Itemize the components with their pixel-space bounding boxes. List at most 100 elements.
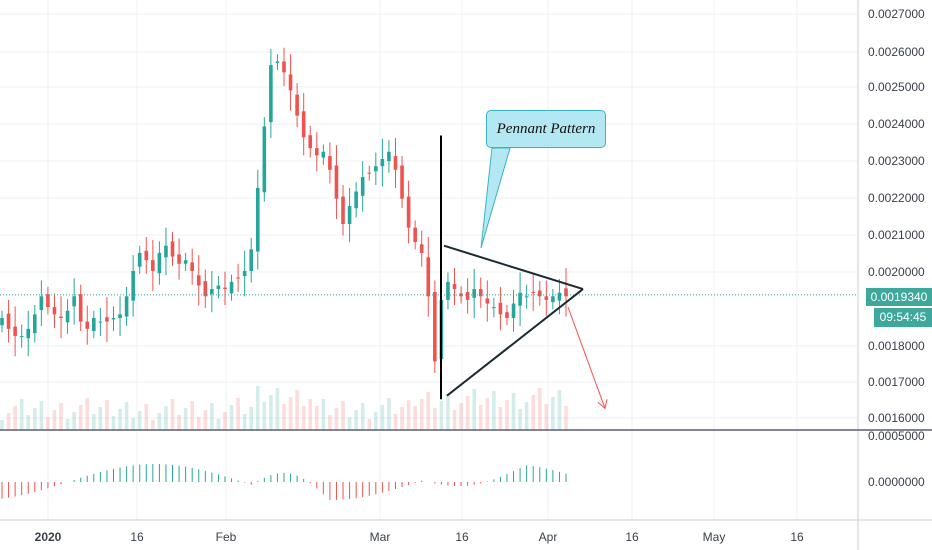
macd-bar xyxy=(296,475,298,482)
macd-bar xyxy=(99,472,101,482)
candle-body xyxy=(111,317,116,320)
candle-body xyxy=(92,317,96,331)
volume-bar xyxy=(328,415,332,430)
macd-bar xyxy=(204,470,206,482)
candle-body xyxy=(39,296,44,311)
volume-bar xyxy=(452,410,457,430)
macd-bar xyxy=(145,464,147,482)
macd-bar xyxy=(270,475,272,482)
volume-bar xyxy=(203,410,208,430)
candle-body xyxy=(400,165,404,199)
macd-bar xyxy=(473,482,475,485)
volume-bar xyxy=(354,410,358,430)
x-tick-label: 16 xyxy=(625,530,639,544)
macd-tick-label: 0.0005000 xyxy=(868,429,925,443)
candle-body xyxy=(492,307,496,309)
candle-body xyxy=(262,126,267,193)
volume-bar xyxy=(19,399,24,430)
candle-body xyxy=(210,289,214,295)
candle-body xyxy=(282,61,286,73)
macd-bar xyxy=(211,472,213,482)
volume-bar xyxy=(419,399,424,430)
macd-bar xyxy=(322,482,324,495)
volume-bar xyxy=(52,410,57,430)
candle-body xyxy=(308,135,313,149)
candle-body xyxy=(52,307,57,315)
macd-bar xyxy=(86,475,88,482)
y-tick-label: 0.0022000 xyxy=(868,191,925,205)
volume-bar xyxy=(341,401,345,430)
volume-bar xyxy=(223,412,227,430)
volume-bar xyxy=(380,405,385,430)
macd-bar xyxy=(191,467,193,482)
macd-bar xyxy=(132,465,134,482)
volume-bar xyxy=(39,401,44,430)
macd-bar xyxy=(224,476,226,482)
macd-bar xyxy=(440,482,442,485)
macd-bar xyxy=(375,482,377,495)
macd-bar xyxy=(545,468,547,482)
macd-bar xyxy=(106,470,108,482)
macd-bar xyxy=(565,473,567,482)
candle-body xyxy=(72,296,76,307)
volume-bar xyxy=(118,409,122,430)
candle-body xyxy=(203,281,208,297)
volume-bar xyxy=(131,418,135,430)
candle-body xyxy=(6,313,11,329)
macd-bar xyxy=(172,464,174,482)
volume-bar xyxy=(360,403,365,430)
macd-bar xyxy=(368,482,370,496)
volume-bar xyxy=(92,414,96,430)
candle-body xyxy=(26,328,31,339)
macd-bar xyxy=(447,482,449,486)
volume-bar xyxy=(177,415,181,430)
candle-body xyxy=(321,151,326,158)
forecast-arrow-line xyxy=(567,306,606,409)
macd-bar xyxy=(198,469,200,482)
candle-body xyxy=(19,336,24,338)
candle-body xyxy=(177,254,181,264)
candle-body xyxy=(459,293,463,297)
volume-bar xyxy=(367,419,372,430)
countdown-tag: 09:54:45 xyxy=(874,308,932,327)
volume-bar xyxy=(301,406,306,430)
candle-body xyxy=(347,205,352,225)
macd-bar xyxy=(60,482,62,485)
macd-bar xyxy=(394,482,396,490)
pennant-annotation[interactable]: Pennant Pattern xyxy=(486,110,606,148)
macd-bar xyxy=(158,464,160,482)
macd-bar xyxy=(303,478,305,482)
volume-bar xyxy=(196,417,201,430)
y-tick-label: 0.0020000 xyxy=(868,265,925,279)
volume-bar xyxy=(72,412,76,430)
macd-bar xyxy=(21,482,23,496)
candle-body xyxy=(413,227,417,243)
volume-bar xyxy=(275,388,280,430)
candle-body xyxy=(196,275,201,286)
candle-body xyxy=(406,196,411,228)
volume-bar xyxy=(505,400,509,430)
candle-body xyxy=(360,177,365,196)
candle-body xyxy=(301,111,306,138)
candle-body xyxy=(524,296,529,298)
candle-body xyxy=(131,271,135,301)
candle-body xyxy=(328,156,332,170)
macd-bar xyxy=(53,482,55,487)
candle-body xyxy=(419,244,424,253)
candle-body xyxy=(137,252,142,267)
macd-bar xyxy=(493,479,495,482)
candle-body xyxy=(59,316,63,318)
macd-bar xyxy=(460,482,462,487)
volume-bar xyxy=(170,399,175,430)
volume-bar xyxy=(406,400,411,430)
volume-bar xyxy=(544,404,549,430)
volume-bar xyxy=(282,404,286,430)
candle-body xyxy=(518,292,522,306)
candle-body xyxy=(124,296,129,317)
volume-bar xyxy=(262,402,267,430)
volume-bar xyxy=(249,407,254,430)
macd-bar xyxy=(309,482,311,484)
macd-bar xyxy=(467,482,469,486)
